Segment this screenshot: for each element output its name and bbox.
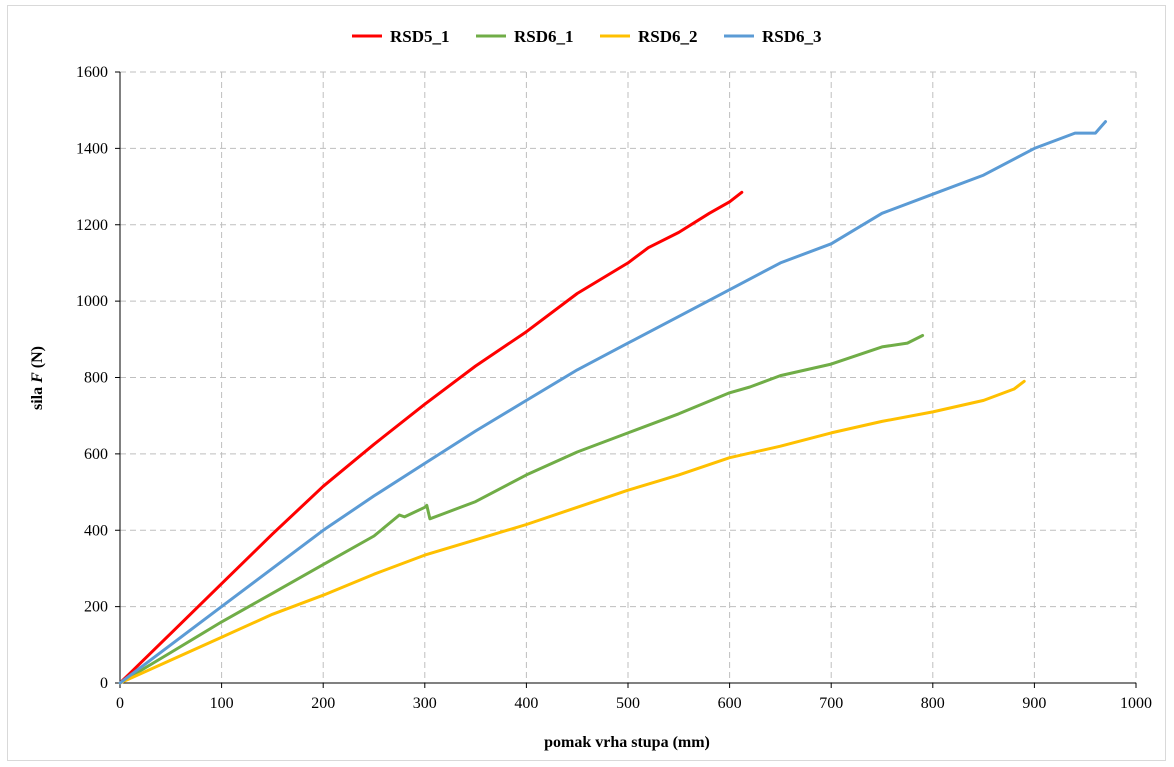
x-tick-label: 100 (210, 695, 234, 712)
y-axis-label-prefix: sila (29, 383, 46, 410)
legend-label-rsd6-1: RSD6_1 (514, 27, 574, 46)
series-line-rsd5-1 (118, 190, 744, 685)
y-axis-label: sila F (N) (29, 346, 46, 410)
x-tick-label: 300 (413, 695, 437, 712)
series-line-rsd6-1 (118, 334, 925, 685)
legend-label-rsd6-3: RSD6_3 (762, 27, 822, 46)
legend: RSD5_1 RSD6_1 RSD6_2 RSD6_3 (352, 27, 822, 46)
x-tick-label: 600 (718, 695, 742, 712)
x-tick-labels: 0 100 200 300 400 500 600 700 800 900 1000 (116, 695, 1152, 712)
x-tick-label: 200 (311, 695, 335, 712)
y-tick-label: 0 (100, 675, 108, 692)
y-axis-label-unit: (N) (29, 346, 46, 372)
y-tick-label: 400 (84, 522, 108, 539)
series-lines (118, 120, 1107, 685)
legend-label-rsd6-2: RSD6_2 (638, 27, 698, 46)
x-tick-label: 700 (819, 695, 843, 712)
legend-label-rsd5-1: RSD5_1 (390, 27, 450, 46)
y-tick-label: 600 (84, 446, 108, 463)
x-tick-label: 800 (921, 695, 945, 712)
y-axis-label-symbol: F (29, 372, 46, 384)
y-tick-label: 1200 (76, 217, 108, 234)
y-tick-label: 200 (84, 599, 108, 616)
y-tick-label: 800 (84, 370, 108, 387)
x-tick-label: 400 (514, 695, 538, 712)
x-tick-label: 500 (616, 695, 640, 712)
y-tick-labels: 0 200 400 600 800 1000 1200 1400 1600 (76, 64, 108, 692)
y-tick-label: 1000 (76, 293, 108, 310)
x-tick-label: 900 (1022, 695, 1046, 712)
series-line-rsd6-3 (118, 120, 1107, 685)
grid-lines (120, 71, 1137, 683)
y-tick-label: 1400 (76, 140, 108, 157)
x-tick-label: 1000 (1120, 695, 1152, 712)
x-axis-label: pomak vrha stupa (mm) (544, 734, 710, 751)
x-tick-label: 0 (116, 695, 124, 712)
y-tick-label: 1600 (76, 64, 108, 81)
series-line-rsd6-2 (118, 379, 1026, 685)
